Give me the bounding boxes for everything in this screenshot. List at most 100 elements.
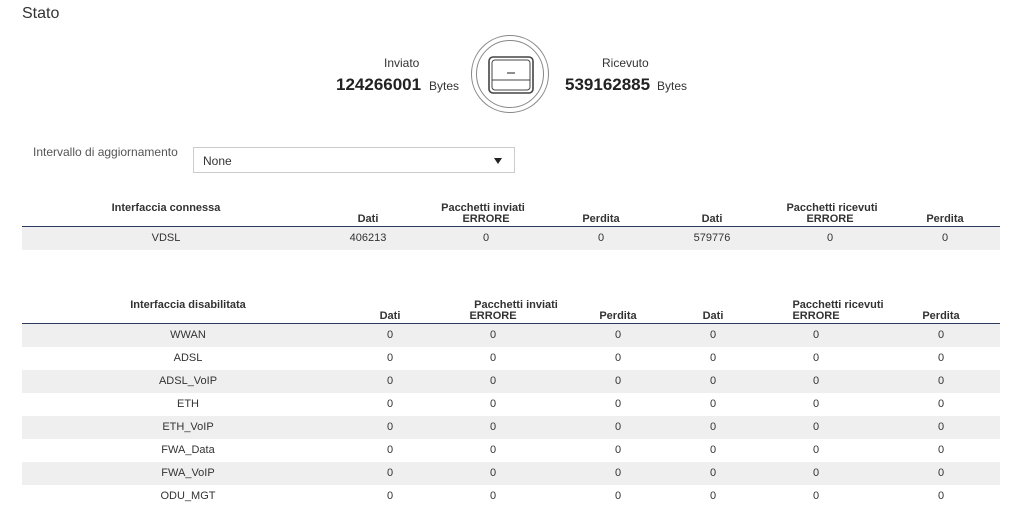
rx-loss-cell: 0 <box>937 398 945 410</box>
header-tx-data: Dati <box>357 213 379 225</box>
tx-error-cell: 0 <box>489 329 497 341</box>
tx-error-cell: 0 <box>489 467 497 479</box>
disabled-interface-table: Interfaccia disabilitata Dati Pacchetti … <box>22 297 1000 508</box>
header-interface: Interfaccia connessa <box>111 202 221 214</box>
header-tx-error: ERRORE <box>469 310 517 322</box>
header-tx-loss: Perdita <box>582 213 620 225</box>
caret-down-icon <box>494 158 502 164</box>
header-tx-data: Dati <box>379 310 401 322</box>
rx-data-cell: 0 <box>709 398 717 410</box>
tx-loss-cell: 0 <box>614 329 622 341</box>
tx-data-cell: 0 <box>386 352 394 364</box>
rx-error-cell: 0 <box>812 467 820 479</box>
received-unit: Bytes <box>657 79 688 93</box>
header-rx-group: Pacchetti ricevuti <box>792 299 884 311</box>
rx-data-cell: 0 <box>709 352 717 364</box>
tx-data-cell: 0 <box>386 329 394 341</box>
table-row: FWA_VoIP 0 0 0 0 0 0 <box>22 462 1000 485</box>
tx-data-cell: 0 <box>386 375 394 387</box>
rx-loss-cell: 0 <box>937 467 945 479</box>
interface-name: ETH_VoIP <box>162 421 214 433</box>
tx-error-cell: 0 <box>489 398 497 410</box>
rx-data-cell: 579776 <box>693 232 731 244</box>
sent-unit: Bytes <box>429 79 460 93</box>
tx-loss-cell: 0 <box>614 398 622 410</box>
interface-name: WWAN <box>170 329 206 341</box>
rx-data-cell: 0 <box>709 329 717 341</box>
router-icon <box>471 35 549 113</box>
header-rx-loss: Perdita <box>922 310 960 322</box>
connected-table-header: Interfaccia connessa Dati Pacchetti invi… <box>22 200 1000 227</box>
tx-data-cell: 0 <box>386 490 394 502</box>
received-value: 539162885 <box>565 75 651 94</box>
tx-loss-cell: 0 <box>597 232 605 244</box>
table-row: WWAN 0 0 0 0 0 0 <box>22 324 1000 347</box>
header-tx-error: ERRORE <box>462 213 510 225</box>
refresh-interval-value: None <box>203 154 232 168</box>
rx-error-cell: 0 <box>812 444 820 456</box>
disabled-table-header: Interfaccia disabilitata Dati Pacchetti … <box>22 297 1000 324</box>
interface-name: ADSL <box>173 352 203 364</box>
rx-loss-cell: 0 <box>937 329 945 341</box>
sent-value: 124266001 <box>336 75 422 94</box>
interface-name: FWA_Data <box>161 444 215 456</box>
rx-loss-cell: 0 <box>941 232 949 244</box>
tx-error-cell: 0 <box>489 375 497 387</box>
interface-name: ETH <box>177 398 199 410</box>
table-row: ADSL_VoIP 0 0 0 0 0 0 <box>22 370 1000 393</box>
rx-loss-cell: 0 <box>937 421 945 433</box>
tx-data-cell: 0 <box>386 398 394 410</box>
disabled-table-body: WWAN 0 0 0 0 0 0 ADSL 0 0 0 0 0 0 ADSL_VoIP 0 0 0 0 0 0 ETH 0 0… <box>22 324 1000 508</box>
received-label: Ricevuto <box>602 56 649 70</box>
rx-data-cell: 0 <box>709 421 717 433</box>
rx-data-cell: 0 <box>709 490 717 502</box>
rx-data-cell: 0 <box>709 375 717 387</box>
rx-error-cell: 0 <box>812 421 820 433</box>
table-row: ODU_MGT 0 0 0 0 0 0 <box>22 485 1000 508</box>
rx-error-cell: 0 <box>826 232 834 244</box>
rx-error-cell: 0 <box>812 375 820 387</box>
tx-loss-cell: 0 <box>614 444 622 456</box>
tx-data-cell: 0 <box>386 444 394 456</box>
rx-loss-cell: 0 <box>937 490 945 502</box>
interface-name: VDSL <box>151 232 181 244</box>
table-row: VDSL 406213 0 0 579776 0 0 <box>22 227 1000 250</box>
header-rx-loss: Perdita <box>926 213 964 225</box>
tx-loss-cell: 0 <box>614 375 622 387</box>
rx-loss-cell: 0 <box>937 444 945 456</box>
tx-loss-cell: 0 <box>614 490 622 502</box>
rx-loss-cell: 0 <box>937 375 945 387</box>
rx-data-cell: 0 <box>709 467 717 479</box>
tx-error-cell: 0 <box>489 490 497 502</box>
refresh-interval-label: Intervallo di aggiornamento <box>33 145 178 159</box>
interface-name: ADSL_VoIP <box>158 375 218 387</box>
header-rx-error: ERRORE <box>792 310 840 322</box>
table-row: ETH_VoIP 0 0 0 0 0 0 <box>22 416 1000 439</box>
rx-error-cell: 0 <box>812 398 820 410</box>
header-rx-group: Pacchetti ricevuti <box>786 202 878 214</box>
tx-error-cell: 0 <box>489 421 497 433</box>
header-rx-data: Dati <box>702 310 724 322</box>
rx-error-cell: 0 <box>812 352 820 364</box>
interface-name: FWA_VoIP <box>161 467 215 479</box>
sent-label: Inviato <box>384 56 420 70</box>
tx-data-cell: 0 <box>386 467 394 479</box>
page-title: Stato <box>22 5 60 22</box>
tx-error-cell: 0 <box>482 232 490 244</box>
connected-interface-table: Interfaccia connessa Dati Pacchetti invi… <box>22 200 1000 250</box>
rx-error-cell: 0 <box>812 490 820 502</box>
header-rx-data: Dati <box>701 213 723 225</box>
tx-loss-cell: 0 <box>614 352 622 364</box>
tx-data-cell: 406213 <box>349 232 387 244</box>
header-interface: Interfaccia disabilitata <box>130 299 246 311</box>
tx-loss-cell: 0 <box>614 421 622 433</box>
tx-error-cell: 0 <box>489 444 497 456</box>
refresh-interval-select[interactable]: None <box>193 147 515 173</box>
interface-name: ODU_MGT <box>160 490 216 502</box>
table-row: ETH 0 0 0 0 0 0 <box>22 393 1000 416</box>
tx-loss-cell: 0 <box>614 467 622 479</box>
rx-data-cell: 0 <box>709 444 717 456</box>
rx-loss-cell: 0 <box>937 352 945 364</box>
tx-data-cell: 0 <box>386 421 394 433</box>
header-tx-group: Pacchetti inviati <box>441 202 525 214</box>
